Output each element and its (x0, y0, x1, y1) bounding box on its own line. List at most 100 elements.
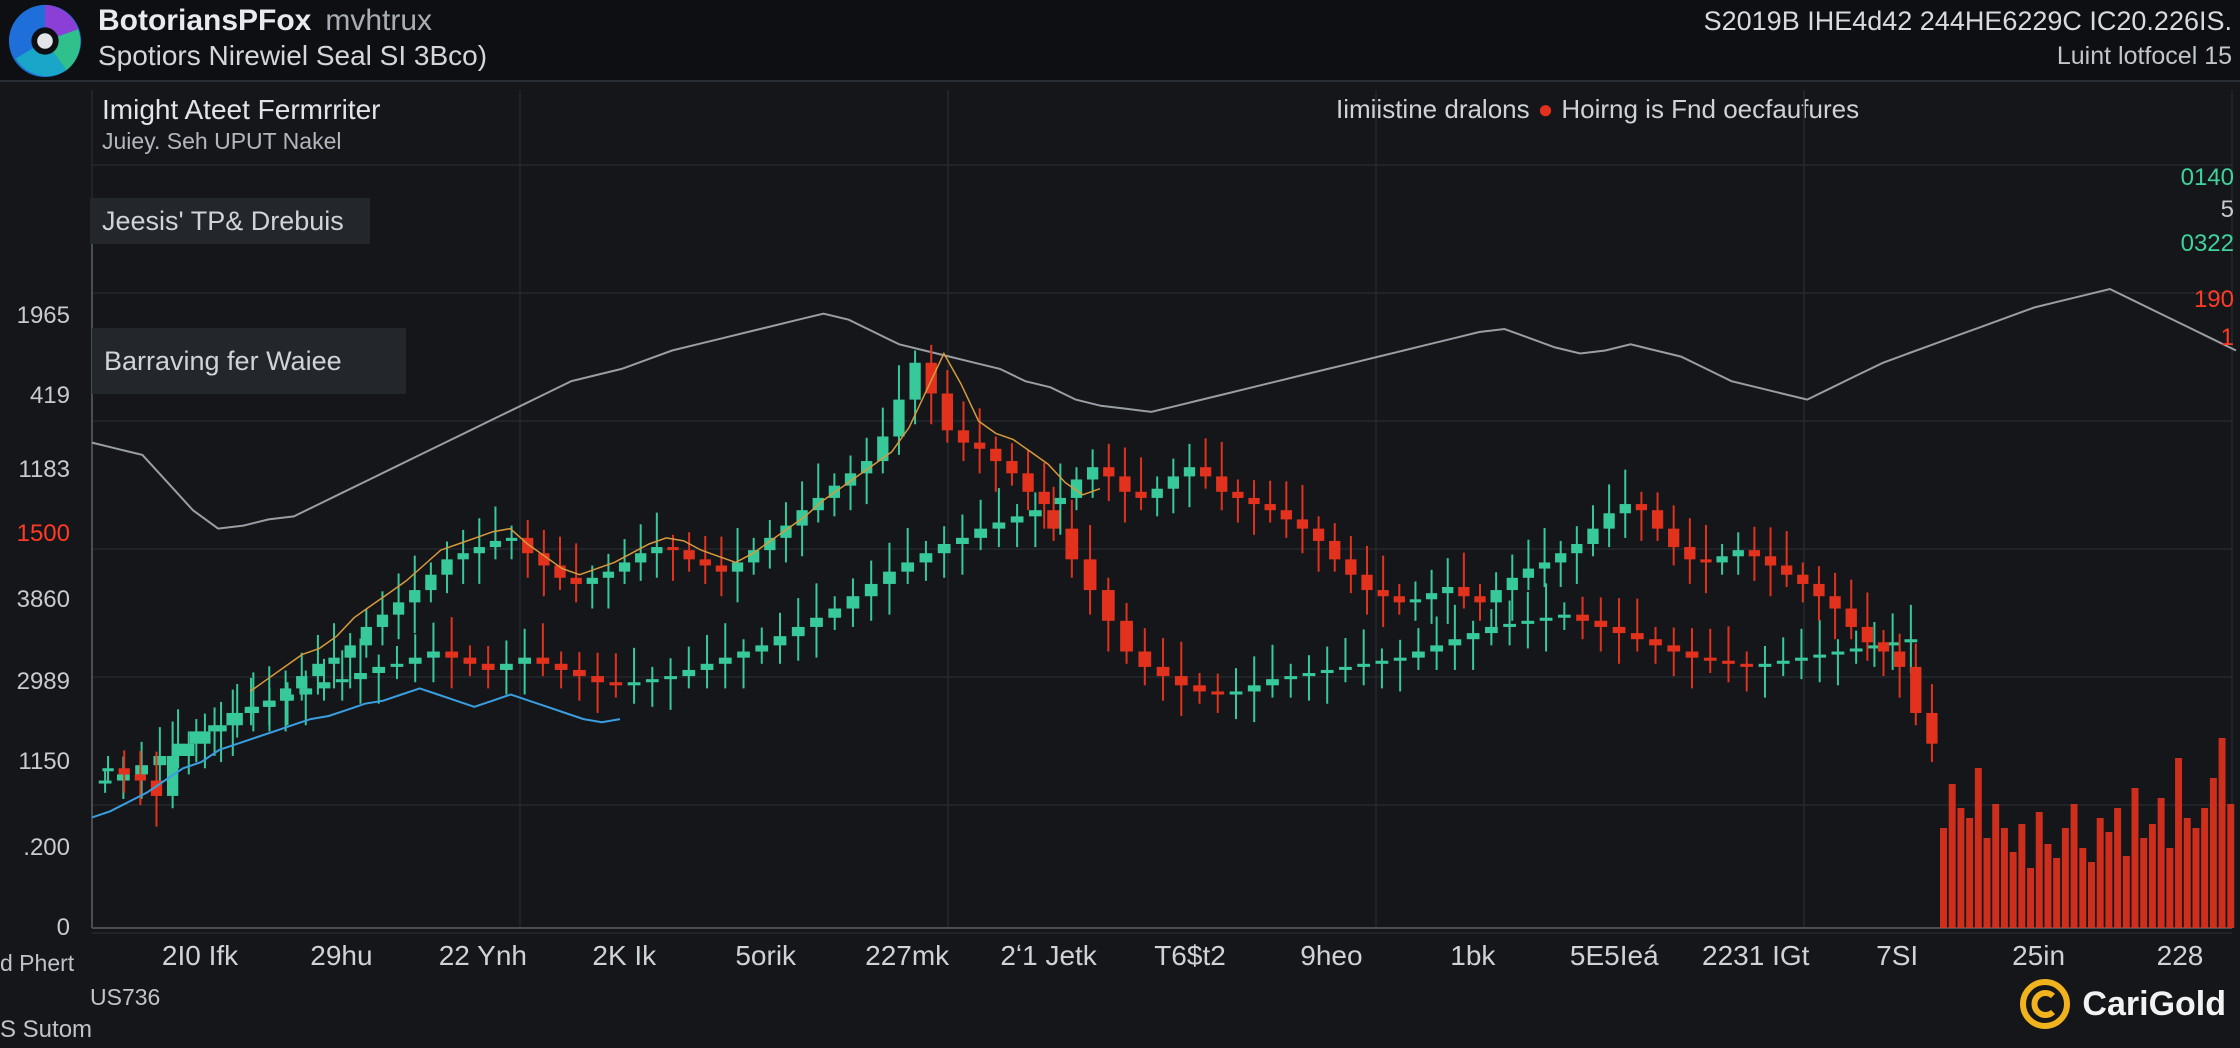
volume-bar (2227, 804, 2235, 928)
y-tick-label: 1150 (18, 748, 70, 775)
red-series-candle (1474, 596, 1486, 603)
red-series-candle (1296, 519, 1309, 529)
red-series-candle (909, 362, 921, 400)
green-series-candle (1393, 657, 1407, 661)
green-series-candle (1868, 645, 1881, 649)
volume-bar (2192, 828, 2200, 928)
x-tick-label: 228 (2156, 940, 2204, 971)
volume-bar (2000, 828, 2008, 928)
green-series-candle (1667, 645, 1681, 652)
volume-bar (2201, 808, 2209, 928)
volume-bar (2122, 856, 2130, 928)
red-series-candle (877, 436, 889, 462)
x-tick-label: 2K Ik (592, 940, 657, 971)
green-series-candle (1776, 660, 1790, 664)
red-series-candle (1409, 599, 1422, 603)
red-series-candle (844, 473, 857, 486)
green-series-candle (627, 682, 641, 686)
red-series-candle (699, 559, 711, 566)
green-series-candle (1412, 651, 1425, 658)
volume-bar (2009, 852, 2017, 928)
red-series-candle (861, 461, 873, 474)
green-series-candle (992, 522, 1006, 529)
volume-bar (1974, 768, 1982, 928)
legend-left-label: Iimiistine dralons (1336, 94, 1530, 124)
red-series-candle (231, 712, 243, 726)
volume-bar (2140, 838, 2148, 928)
green-series-candle (1466, 633, 1480, 640)
legend-note: Iimiistine dralons ● Hoirng is Fnd oecfauf… (1336, 94, 1859, 125)
green-series-candle (1211, 691, 1225, 695)
green-series-candle (463, 657, 477, 664)
red-series-candle (1635, 504, 1648, 511)
green-series-candle (1101, 590, 1115, 621)
volume-bar (2148, 824, 2156, 928)
volume-bar (2131, 788, 2139, 928)
red-series-candle (150, 780, 163, 796)
green-series-candle (1886, 642, 1900, 646)
red-series-candle (1103, 467, 1115, 477)
red-series-candle (1070, 479, 1083, 498)
green-series-candle (1557, 614, 1571, 618)
x-tick-label: 2I0 Ifk (161, 940, 239, 971)
green-series-candle (664, 676, 677, 680)
red-series-candle (1522, 568, 1535, 578)
red-series-candle (1119, 476, 1131, 492)
brand-coin-icon (2020, 979, 2071, 1029)
green-series-candle (445, 651, 459, 658)
green-series-candle (645, 679, 659, 683)
volume-bar (1948, 784, 1956, 928)
overlay-tag-1[interactable]: Jeesis' TP& Drebuis (90, 198, 370, 244)
y-tick-label: 1965 (16, 302, 70, 329)
green-series-candle (98, 780, 112, 784)
overlay-tag-2[interactable]: Barraving fer Waiee (92, 328, 406, 394)
red-series-candle (925, 362, 937, 394)
red-series-candle (1668, 528, 1680, 548)
app-logo-icon (8, 4, 82, 78)
green-series-candle (846, 596, 860, 609)
red-series-candle (715, 565, 728, 572)
red-series-candle (263, 700, 276, 707)
red-series-candle (1312, 528, 1325, 541)
green-series-candle (591, 676, 604, 683)
red-series-candle (1280, 510, 1292, 520)
green-series-candle (682, 669, 696, 677)
red-series-candle (1651, 510, 1664, 529)
red-series-candle (1135, 491, 1147, 498)
red-series-candle (296, 676, 308, 689)
red-series-candle (1361, 574, 1373, 591)
red-series-candle (683, 550, 695, 560)
red-series-candle (328, 657, 340, 664)
red-series-candle (1538, 562, 1551, 569)
x-tick-label: 5orik (735, 940, 797, 971)
ticker-line-2: Luint lotfocel 15 (2056, 42, 2232, 70)
red-series-candle (731, 562, 744, 572)
volume-bar (2209, 778, 2217, 928)
green-series-candle (1083, 559, 1097, 591)
red-series-candle (1329, 540, 1341, 560)
green-series-candle (536, 657, 550, 664)
red-series-candle (554, 565, 566, 578)
green-series-candle (572, 669, 586, 677)
green-series-candle (1904, 639, 1918, 643)
green-series-candle (1120, 620, 1133, 652)
green-series-candle (372, 666, 386, 674)
green-series-candle (1138, 651, 1152, 667)
red-series-candle (1248, 497, 1260, 505)
red-series-candle (247, 706, 259, 713)
red-series-candle (1086, 467, 1099, 480)
red-series-candle (1781, 565, 1793, 575)
legend-dot-icon: ● (1537, 94, 1554, 124)
green-series-candle (554, 663, 568, 670)
red-series-candle (1038, 491, 1050, 505)
red-series-candle (586, 577, 598, 584)
green-series-candle (518, 657, 532, 664)
red-series-candle (941, 393, 954, 431)
green-series-candle (901, 562, 915, 572)
green-series-candle (1320, 669, 1334, 674)
green-series-candle (1521, 620, 1535, 624)
x-tick-label: 2ʻ1 Jetk (1000, 940, 1097, 971)
y-tick-label: 3860 (16, 586, 70, 613)
red-series-candle (764, 537, 776, 551)
green-series-candle (1594, 620, 1608, 627)
